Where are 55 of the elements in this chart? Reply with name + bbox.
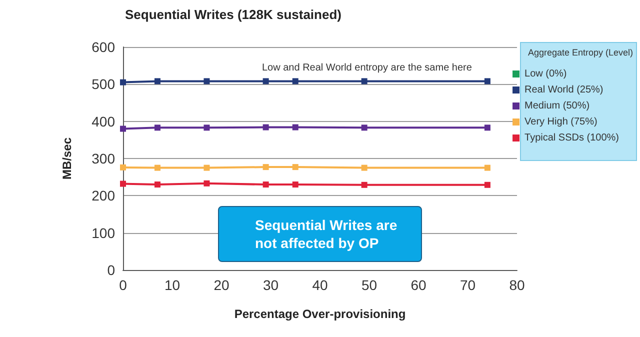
y-tick-label: 0 — [107, 262, 116, 278]
point — [262, 182, 269, 188]
point — [204, 164, 210, 171]
point — [361, 124, 368, 131]
point — [292, 78, 298, 84]
x-tick-label: 30 — [262, 277, 279, 293]
y-tick-label: 400 — [92, 113, 116, 130]
x-tick-label: 60 — [410, 277, 426, 293]
point — [204, 180, 210, 186]
point — [361, 164, 368, 171]
point — [361, 78, 368, 84]
point — [292, 164, 298, 170]
point — [484, 164, 490, 171]
point — [484, 182, 490, 188]
y-tick-label: 300 — [92, 150, 116, 166]
point — [262, 124, 269, 130]
chart-title: Sequential Writes (128K sustained) — [125, 7, 342, 22]
y-axis-title: MB/sec — [60, 137, 74, 180]
y-tick-label: 100 — [92, 224, 116, 241]
x-axis-title: Percentage Over-provisioning — [234, 307, 406, 321]
point — [262, 164, 269, 170]
point — [120, 180, 126, 187]
callout-box: Sequential Writes are not affected by OP — [218, 206, 422, 262]
x-tick-label: 20 — [214, 277, 230, 293]
y-tick-label: 200 — [92, 188, 116, 204]
point — [204, 124, 210, 131]
x-tick-label: 0 — [119, 277, 128, 293]
x-tick-label: 80 — [509, 277, 525, 293]
point — [262, 78, 269, 84]
x-tick-label: 40 — [312, 277, 328, 293]
x-tick-label: 50 — [361, 277, 378, 293]
legend-label: Very High (75%) — [524, 116, 598, 128]
legend-label: Typical SSDs (100%) — [524, 132, 620, 144]
point — [484, 124, 490, 131]
x-tick-label: 10 — [164, 277, 180, 293]
legend-label: Medium (50%) — [524, 100, 590, 112]
point — [154, 182, 160, 188]
y-tick-label: 500 — [92, 76, 116, 92]
point — [154, 78, 160, 84]
point — [120, 126, 126, 132]
legend-title: Aggregate Entropy (Level) — [528, 48, 634, 58]
legend-label: Real World (25%) — [524, 84, 604, 96]
x-tick-label: 70 — [460, 277, 476, 293]
annotation: Low and Real World entropy are the same here — [262, 62, 472, 74]
point — [484, 78, 490, 84]
point — [154, 164, 160, 171]
y-tick-label: 600 — [92, 39, 116, 55]
point — [292, 182, 298, 188]
point — [361, 182, 368, 188]
point — [292, 124, 298, 130]
point — [120, 79, 126, 86]
legend-label: Low (0%) — [524, 68, 567, 80]
point — [120, 164, 126, 170]
point — [204, 78, 210, 84]
point — [154, 124, 160, 131]
